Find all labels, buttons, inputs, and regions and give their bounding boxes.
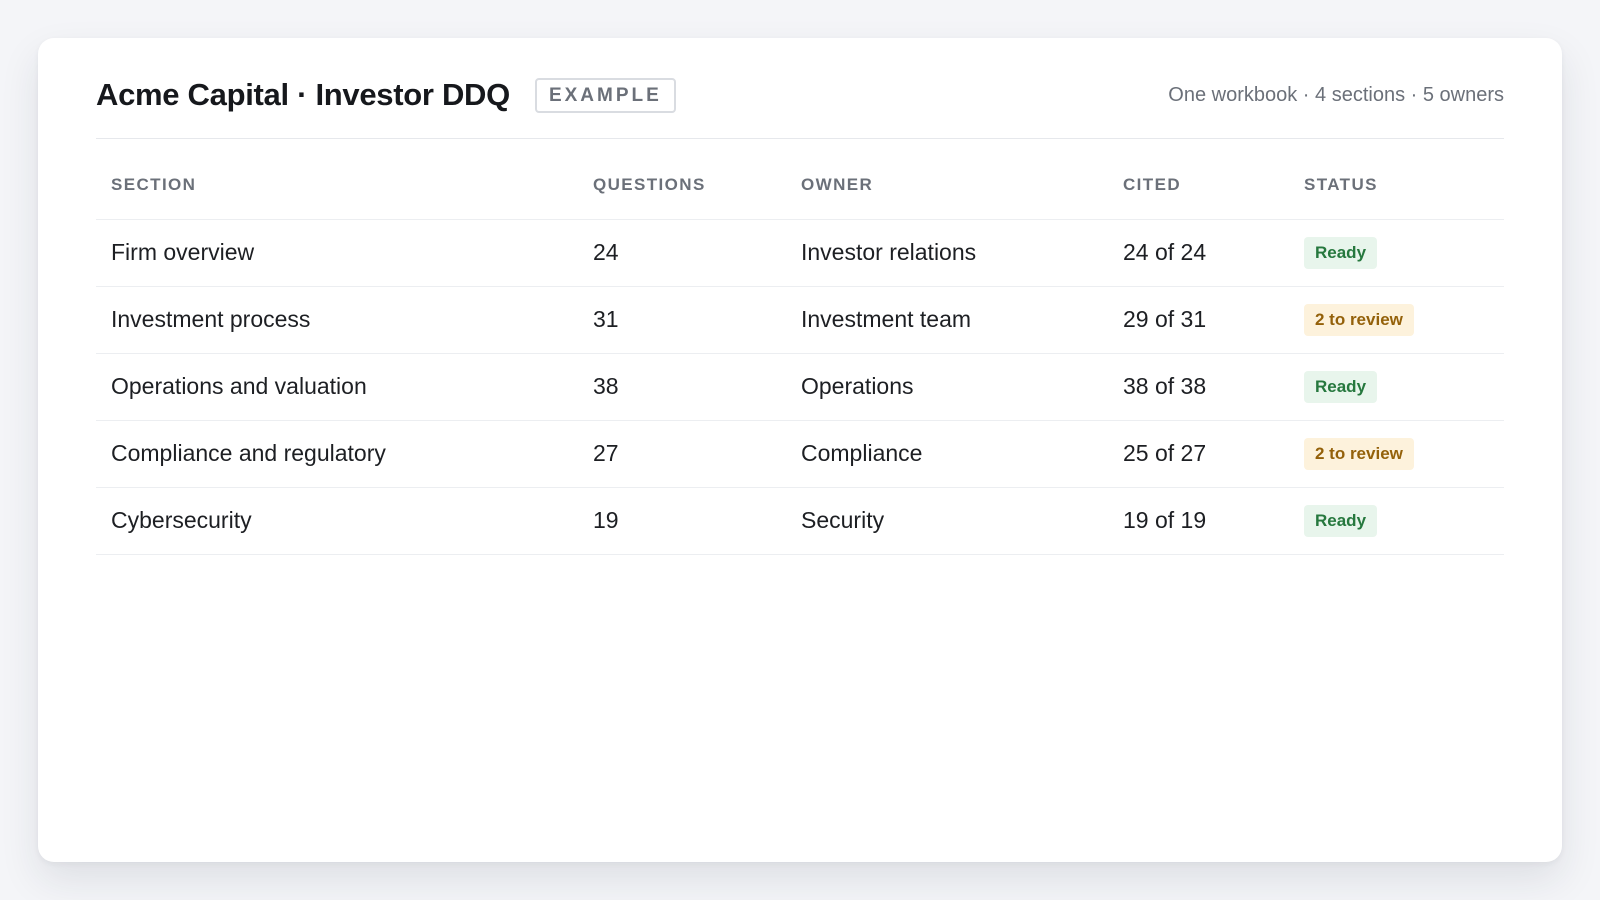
title-group: Acme Capital · Investor DDQ EXAMPLE xyxy=(96,77,676,113)
status-cell: Ready xyxy=(1289,487,1504,555)
status-badge: Ready xyxy=(1304,370,1378,403)
page-title: Acme Capital · Investor DDQ xyxy=(96,77,510,112)
status-cell: 2 to review xyxy=(1289,286,1504,354)
questions-cell: 19 xyxy=(578,487,786,555)
column-header-status[interactable]: STATUS xyxy=(1289,139,1504,220)
owner-cell: Operations xyxy=(786,353,1108,421)
column-header-section[interactable]: SECTION xyxy=(96,139,578,220)
table-row[interactable]: Investment process 31 Investment team 29… xyxy=(96,286,1504,354)
questions-cell: 27 xyxy=(578,420,786,488)
column-header-owner[interactable]: OWNER xyxy=(786,139,1108,220)
status-badge: Ready xyxy=(1304,504,1378,537)
questions-cell: 24 xyxy=(578,219,786,287)
cited-cell: 38 of 38 xyxy=(1108,353,1289,421)
status-cell: 2 to review xyxy=(1289,420,1504,488)
status-badge: Ready xyxy=(1304,236,1378,269)
questions-cell: 38 xyxy=(578,353,786,421)
table-row[interactable]: Cybersecurity 19 Security 19 of 19 Ready xyxy=(96,487,1504,555)
table-row[interactable]: Operations and valuation 38 Operations 3… xyxy=(96,353,1504,421)
workbook-summary: One workbook · 4 sections · 5 owners xyxy=(1168,83,1504,106)
owner-cell: Compliance xyxy=(786,420,1108,488)
table-row[interactable]: Compliance and regulatory 27 Compliance … xyxy=(96,420,1504,488)
status-badge: 2 to review xyxy=(1304,303,1414,336)
sections-table: SECTION QUESTIONS OWNER CITED STATUS Fir… xyxy=(96,139,1504,555)
status-cell: Ready xyxy=(1289,219,1504,287)
status-cell: Ready xyxy=(1289,353,1504,421)
section-cell: Firm overview xyxy=(96,219,578,287)
column-header-questions[interactable]: QUESTIONS xyxy=(578,139,786,220)
section-cell: Operations and valuation xyxy=(96,353,578,421)
table-row[interactable]: Firm overview 24 Investor relations 24 o… xyxy=(96,219,1504,287)
example-badge: EXAMPLE xyxy=(534,77,676,113)
column-header-cited[interactable]: CITED xyxy=(1108,139,1289,220)
cited-cell: 24 of 24 xyxy=(1108,219,1289,287)
ddq-card: Acme Capital · Investor DDQ EXAMPLE One … xyxy=(38,38,1562,862)
cited-cell: 19 of 19 xyxy=(1108,487,1289,555)
cited-cell: 29 of 31 xyxy=(1108,286,1289,354)
owner-cell: Investor relations xyxy=(786,219,1108,287)
owner-cell: Investment team xyxy=(786,286,1108,354)
cited-cell: 25 of 27 xyxy=(1108,420,1289,488)
section-cell: Cybersecurity xyxy=(96,487,578,555)
owner-cell: Security xyxy=(786,487,1108,555)
table-header-row: SECTION QUESTIONS OWNER CITED STATUS xyxy=(96,139,1504,220)
questions-cell: 31 xyxy=(578,286,786,354)
status-badge: 2 to review xyxy=(1304,437,1414,470)
card-header: Acme Capital · Investor DDQ EXAMPLE One … xyxy=(96,38,1504,139)
section-cell: Investment process xyxy=(96,286,578,354)
section-cell: Compliance and regulatory xyxy=(96,420,578,488)
